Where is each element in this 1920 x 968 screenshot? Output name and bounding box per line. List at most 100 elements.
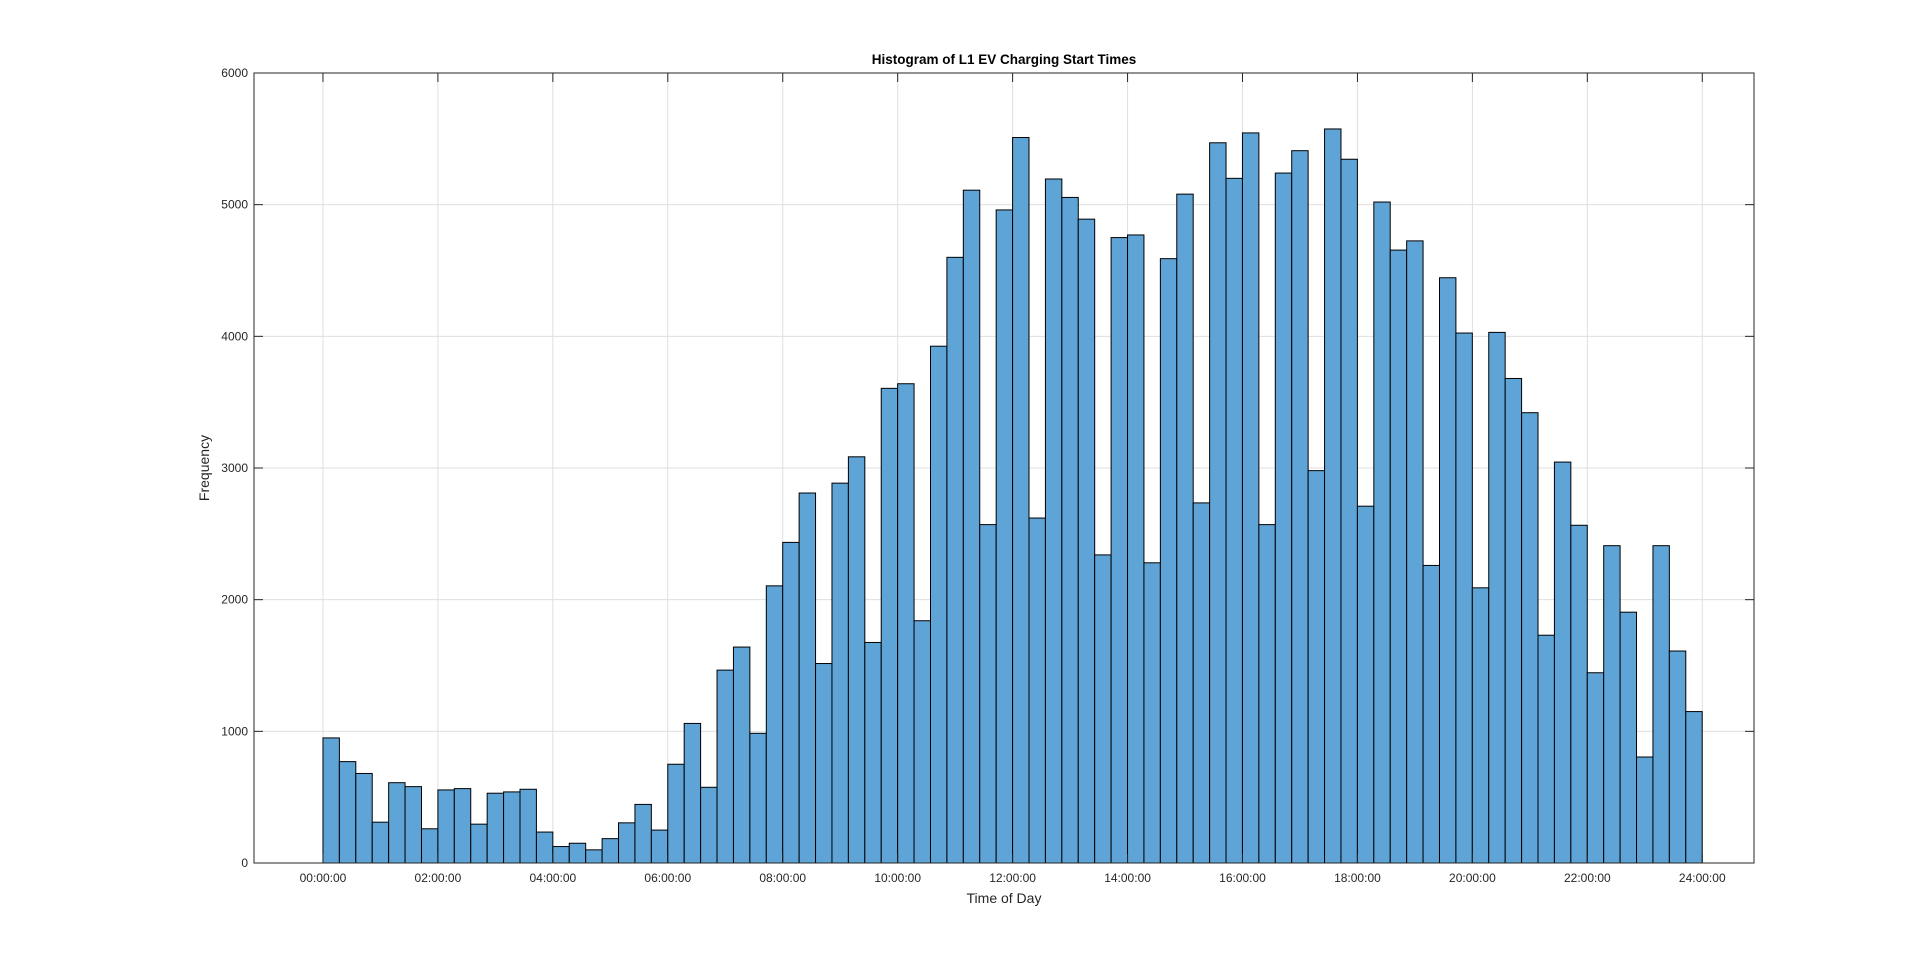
histogram-bar — [979, 524, 997, 864]
histogram-bar — [765, 585, 784, 864]
histogram-bar — [1094, 554, 1112, 864]
histogram-bar — [1603, 545, 1621, 864]
histogram-bar — [1274, 172, 1293, 864]
y-tick-label: 5000 — [221, 198, 248, 212]
histogram-bar — [634, 803, 652, 864]
histogram-bar — [1406, 240, 1424, 864]
histogram-bar — [1176, 193, 1194, 864]
histogram-bar — [1373, 201, 1391, 864]
histogram-bar — [749, 732, 767, 864]
histogram-bar — [667, 763, 685, 864]
histogram-bar — [1422, 564, 1440, 864]
histogram-bar — [683, 722, 702, 864]
histogram-bar — [1636, 756, 1654, 864]
histogram-bar — [338, 761, 357, 864]
y-tick-label: 6000 — [221, 66, 248, 80]
histogram-bar — [815, 663, 833, 864]
histogram-bar — [946, 256, 964, 864]
histogram-bar — [1586, 672, 1605, 864]
axis-ticks — [254, 72, 1754, 864]
y-tick-label: 3000 — [221, 461, 248, 475]
histogram-bar — [404, 786, 422, 864]
histogram-bar — [897, 383, 915, 864]
histogram-bar — [650, 829, 669, 864]
histogram-bar — [1241, 132, 1260, 864]
histogram-bar — [388, 782, 406, 864]
histogram-bar — [420, 828, 439, 864]
histogram-bar — [1389, 249, 1408, 864]
histogram-bar — [568, 842, 587, 864]
histogram-bar — [995, 209, 1014, 864]
histogram-bar — [503, 791, 521, 864]
histogram-bar — [552, 846, 570, 864]
histogram-bar — [1028, 517, 1046, 864]
histogram-bar — [1209, 142, 1227, 864]
y-tick-label: 2000 — [221, 593, 248, 607]
histogram-bar — [1307, 470, 1326, 864]
histogram-bar — [1225, 177, 1243, 864]
histogram-bar — [1061, 196, 1079, 864]
y-tick-label: 0 — [241, 856, 248, 870]
histogram-bar — [1471, 587, 1490, 864]
histogram-bar — [1340, 158, 1358, 864]
histogram-bar — [535, 831, 554, 864]
histogram-bar — [864, 641, 882, 864]
x-tick-label: 22:00:00 — [1564, 871, 1611, 885]
histogram-bar — [601, 838, 620, 864]
histogram-bar — [1685, 711, 1703, 864]
histogram-bar — [782, 541, 800, 864]
histogram-bar — [716, 669, 734, 864]
tick-labels: 00:00:00 02:00:00 04:00:00 06:00:00 08:00:00… — [221, 66, 1726, 885]
histogram-bar — [1356, 505, 1375, 864]
x-tick-label: 08:00:00 — [759, 871, 806, 885]
x-tick-label: 04:00:00 — [529, 871, 576, 885]
histogram-bar — [453, 788, 472, 864]
histogram-bar — [847, 456, 866, 864]
histogram-bar — [618, 822, 636, 864]
histogram-bars — [322, 128, 1703, 864]
histogram-bar — [486, 792, 505, 864]
histogram-bar — [1324, 128, 1342, 864]
histogram-bar — [1044, 178, 1063, 864]
histogram-bar — [1438, 277, 1457, 864]
histogram-bar — [732, 646, 751, 864]
histogram-bar — [371, 821, 390, 864]
histogram-bar — [1077, 218, 1096, 864]
histogram-bar — [1570, 524, 1588, 864]
histogram-bar — [1143, 562, 1161, 864]
histogram-bar — [355, 772, 373, 864]
x-axis-label: Time of Day — [967, 890, 1042, 906]
x-tick-label: 14:00:00 — [1104, 871, 1151, 885]
histogram-bar — [798, 492, 817, 864]
x-tick-label: 18:00:00 — [1334, 871, 1381, 885]
x-tick-label: 06:00:00 — [644, 871, 691, 885]
histogram-bar — [1127, 234, 1145, 864]
histogram-bar — [322, 737, 340, 864]
histogram-bar — [962, 189, 981, 864]
histogram-bar — [1110, 237, 1129, 864]
x-tick-label: 24:00:00 — [1679, 871, 1726, 885]
histogram-bar — [519, 788, 537, 864]
x-tick-label: 02:00:00 — [415, 871, 462, 885]
x-tick-label: 00:00:00 — [300, 871, 347, 885]
histogram-bar — [1012, 137, 1030, 864]
histogram-bar — [1159, 258, 1178, 864]
y-tick-label: 4000 — [221, 329, 248, 343]
y-tick-label: 1000 — [221, 724, 248, 738]
histogram-bar — [1488, 331, 1506, 864]
histogram-bar — [1553, 461, 1572, 864]
x-tick-label: 12:00:00 — [989, 871, 1036, 885]
histogram-bar — [437, 789, 455, 864]
histogram-bar — [1619, 611, 1638, 864]
histogram-bar — [1521, 412, 1539, 864]
histogram-bar — [1652, 545, 1670, 864]
histogram-bar — [470, 823, 488, 864]
histogram-bar — [1258, 524, 1276, 864]
x-tick-label: 10:00:00 — [874, 871, 921, 885]
histogram-bar — [880, 387, 899, 864]
histogram-bar — [585, 849, 603, 864]
histogram-bar — [1291, 150, 1309, 864]
histogram-bar — [1668, 650, 1687, 864]
